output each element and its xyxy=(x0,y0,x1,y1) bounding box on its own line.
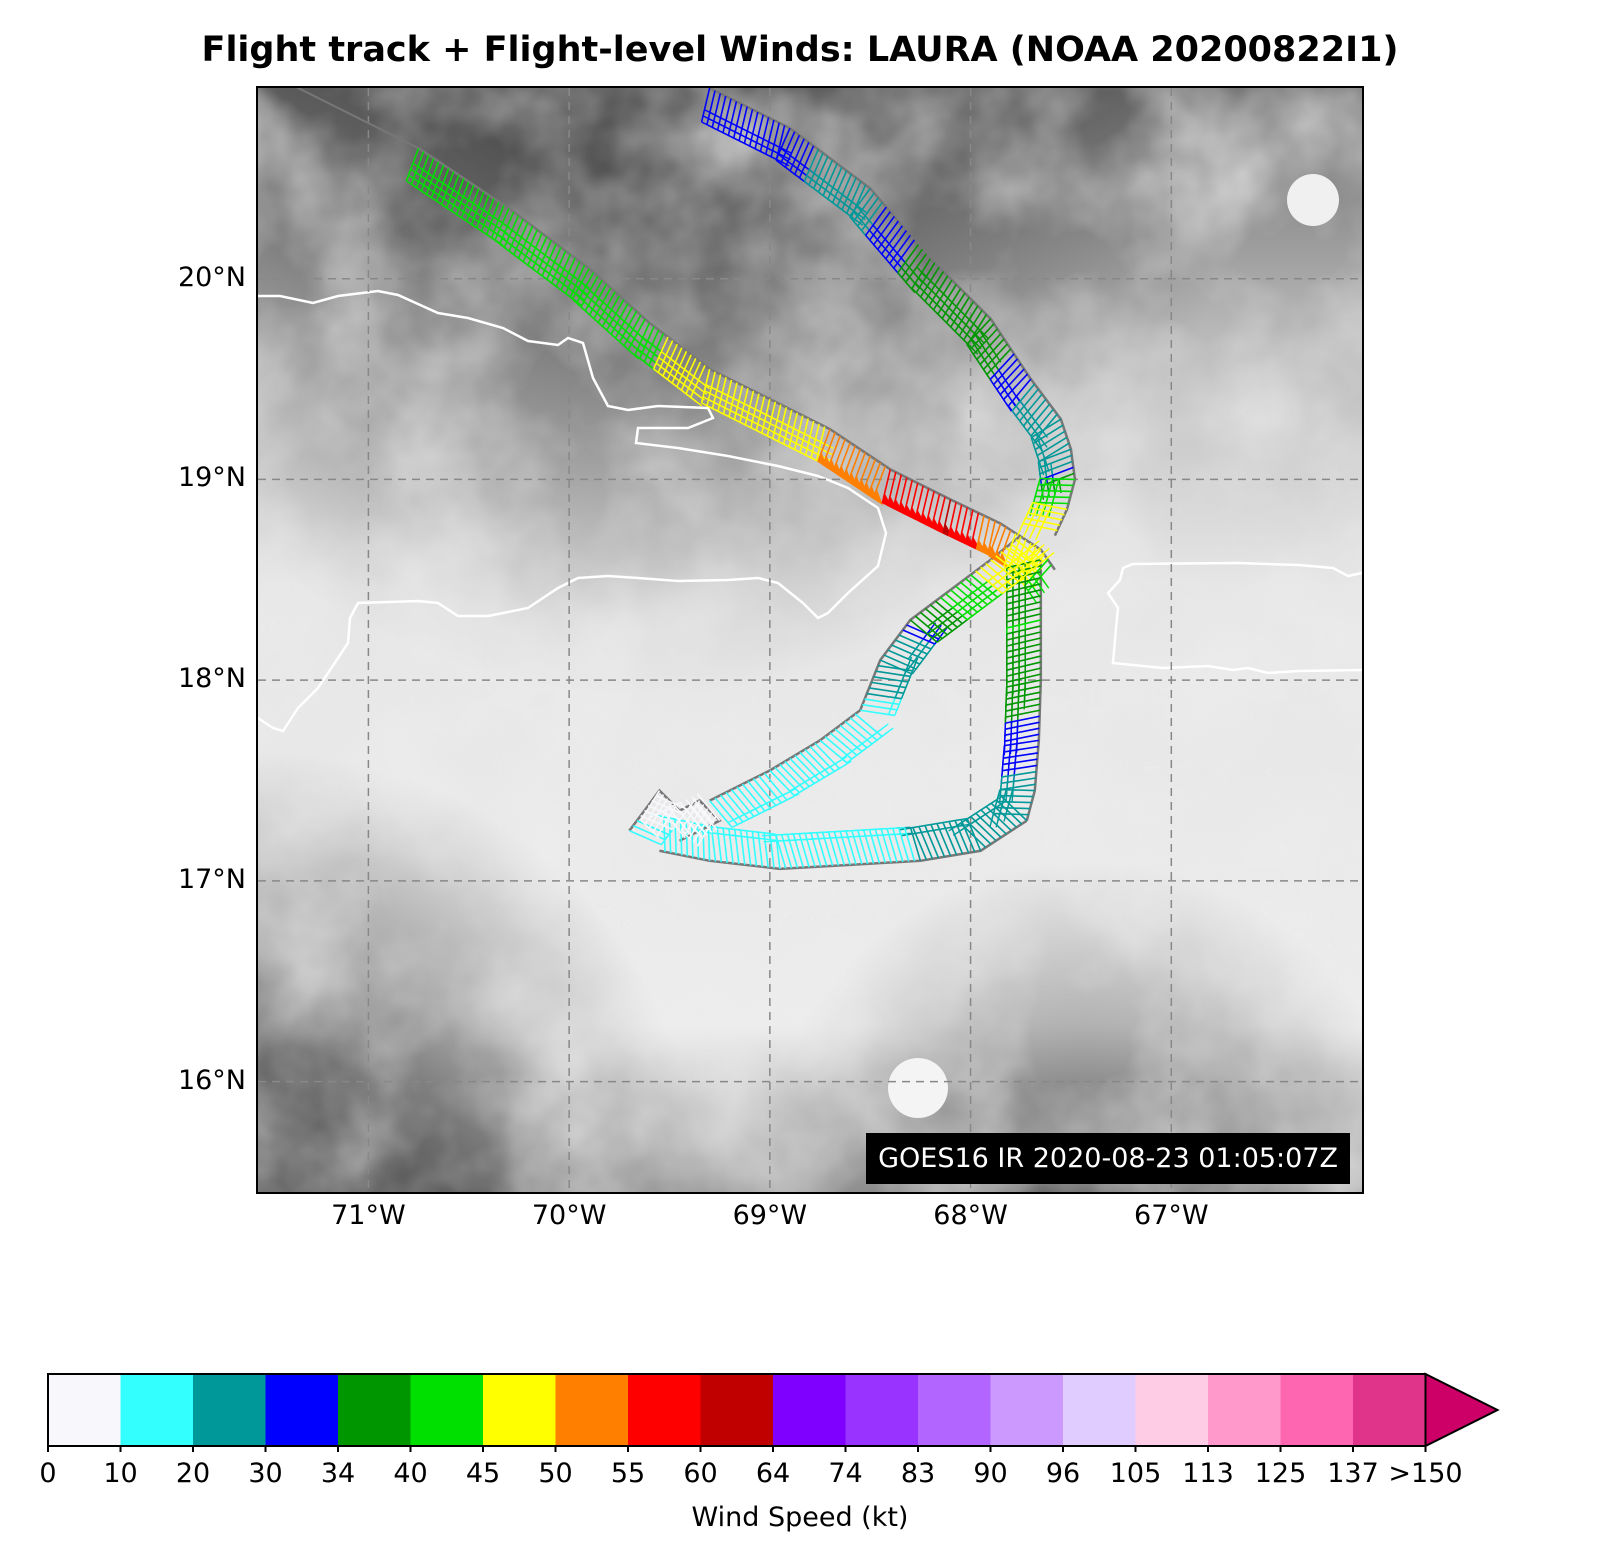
colorbar-tick-label: 40 xyxy=(393,1458,428,1489)
colorbar-tick-label: 137 xyxy=(1327,1458,1379,1489)
colorbar-tick-label: 74 xyxy=(828,1458,863,1489)
wind-barb xyxy=(690,796,715,825)
lon-label: 67°W xyxy=(1134,1200,1209,1231)
colorbar-tick-label: >150 xyxy=(1388,1458,1463,1489)
colorbar-segment xyxy=(1135,1374,1209,1446)
colorbar-tick-label: 10 xyxy=(103,1458,138,1489)
colorbar-tick-label: 90 xyxy=(973,1458,1008,1489)
satellite-map xyxy=(258,88,1362,1192)
colorbar-tick-label: 50 xyxy=(538,1458,573,1489)
colorbar-segment xyxy=(265,1374,339,1446)
lon-label: 70°W xyxy=(531,1200,607,1231)
colorbar-tick-label: 30 xyxy=(248,1458,283,1489)
colorbar-segment xyxy=(628,1374,701,1446)
wind-barbs xyxy=(405,88,1075,869)
colorbar-tick-label: 20 xyxy=(175,1458,211,1489)
colorbar-outline xyxy=(47,1373,1427,1447)
colorbar-segment xyxy=(193,1374,266,1446)
northeast-leg-track xyxy=(709,88,1077,537)
wind-barb xyxy=(814,742,852,770)
wind-barb xyxy=(1016,522,1058,541)
colorbar-tick-label: 45 xyxy=(465,1458,501,1489)
wind-barb xyxy=(872,465,887,506)
colorbar-segment xyxy=(1208,1374,1281,1446)
colorbar-segment xyxy=(1280,1374,1354,1446)
bright-cloud-cell xyxy=(888,1058,948,1118)
colorbar-segment xyxy=(410,1374,484,1446)
colorbar-tick-label: 125 xyxy=(1254,1458,1307,1489)
colorbar-tick-label: 113 xyxy=(1182,1458,1234,1489)
colorbar-tick-label: 105 xyxy=(1109,1458,1162,1489)
lon-label: 68°W xyxy=(933,1200,1008,1231)
colorbar-tick-label: 60 xyxy=(683,1458,718,1489)
lat-label: 17°N xyxy=(177,863,246,895)
wind-barb xyxy=(696,793,721,822)
cloud-texture xyxy=(258,88,1362,1192)
colorbar-tick-label: 64 xyxy=(755,1458,791,1489)
colorbar-segment xyxy=(120,1374,194,1446)
wind-barb xyxy=(627,318,649,360)
lat-label: 18°N xyxy=(177,663,246,695)
wind-barb xyxy=(1015,539,1055,562)
colorbar-segment xyxy=(338,1374,411,1446)
colorbar-tick-label: 83 xyxy=(900,1458,936,1489)
lat-label: 19°N xyxy=(177,462,246,494)
wind-barb xyxy=(763,772,800,801)
colorbar-segment xyxy=(700,1374,774,1446)
colorbar-extend-arrow xyxy=(1424,1372,1500,1448)
coastlines xyxy=(258,289,1362,733)
colorbar-tick-label: 55 xyxy=(610,1458,646,1489)
southward-leg-track xyxy=(1025,559,1043,821)
colorbar-title: Wind Speed (kt) xyxy=(691,1502,909,1533)
colorbar-tick-label: 34 xyxy=(320,1458,356,1489)
lon-label: 69°W xyxy=(732,1200,808,1231)
chart-title: Flight track + Flight-level Winds: LAURA… xyxy=(201,30,1399,70)
colorbar-segment xyxy=(483,1374,556,1446)
colorbar-tick-label: 0 xyxy=(39,1458,57,1489)
wind-barb xyxy=(693,802,718,831)
outbound-leg-track xyxy=(417,147,1056,571)
colorbar xyxy=(47,1372,1500,1452)
colorbar-segment xyxy=(1353,1374,1426,1446)
wind-barb xyxy=(650,810,686,839)
colorbar-segment xyxy=(773,1374,846,1446)
colorbar-segment xyxy=(990,1374,1064,1446)
colorbar-segment xyxy=(845,1374,919,1446)
colorbar-segment xyxy=(1063,1374,1136,1446)
wind-barb xyxy=(854,713,894,738)
colorbar-tick-label: 96 xyxy=(1045,1458,1081,1489)
colorbar-segment xyxy=(555,1374,629,1446)
lat-label: 20°N xyxy=(177,261,246,293)
colorbar-segment xyxy=(48,1374,121,1446)
wind-barb xyxy=(685,799,709,827)
colorbar-segment xyxy=(918,1374,991,1446)
lon-label: 71°W xyxy=(331,1200,406,1231)
lat-label: 16°N xyxy=(177,1064,246,1096)
ferry-track xyxy=(295,88,420,150)
image-timestamp: GOES16 IR 2020-08-23 01:05:07Z xyxy=(866,1133,1350,1184)
map-panel: GOES16 IR 2020-08-23 01:05:07Z xyxy=(256,86,1364,1194)
